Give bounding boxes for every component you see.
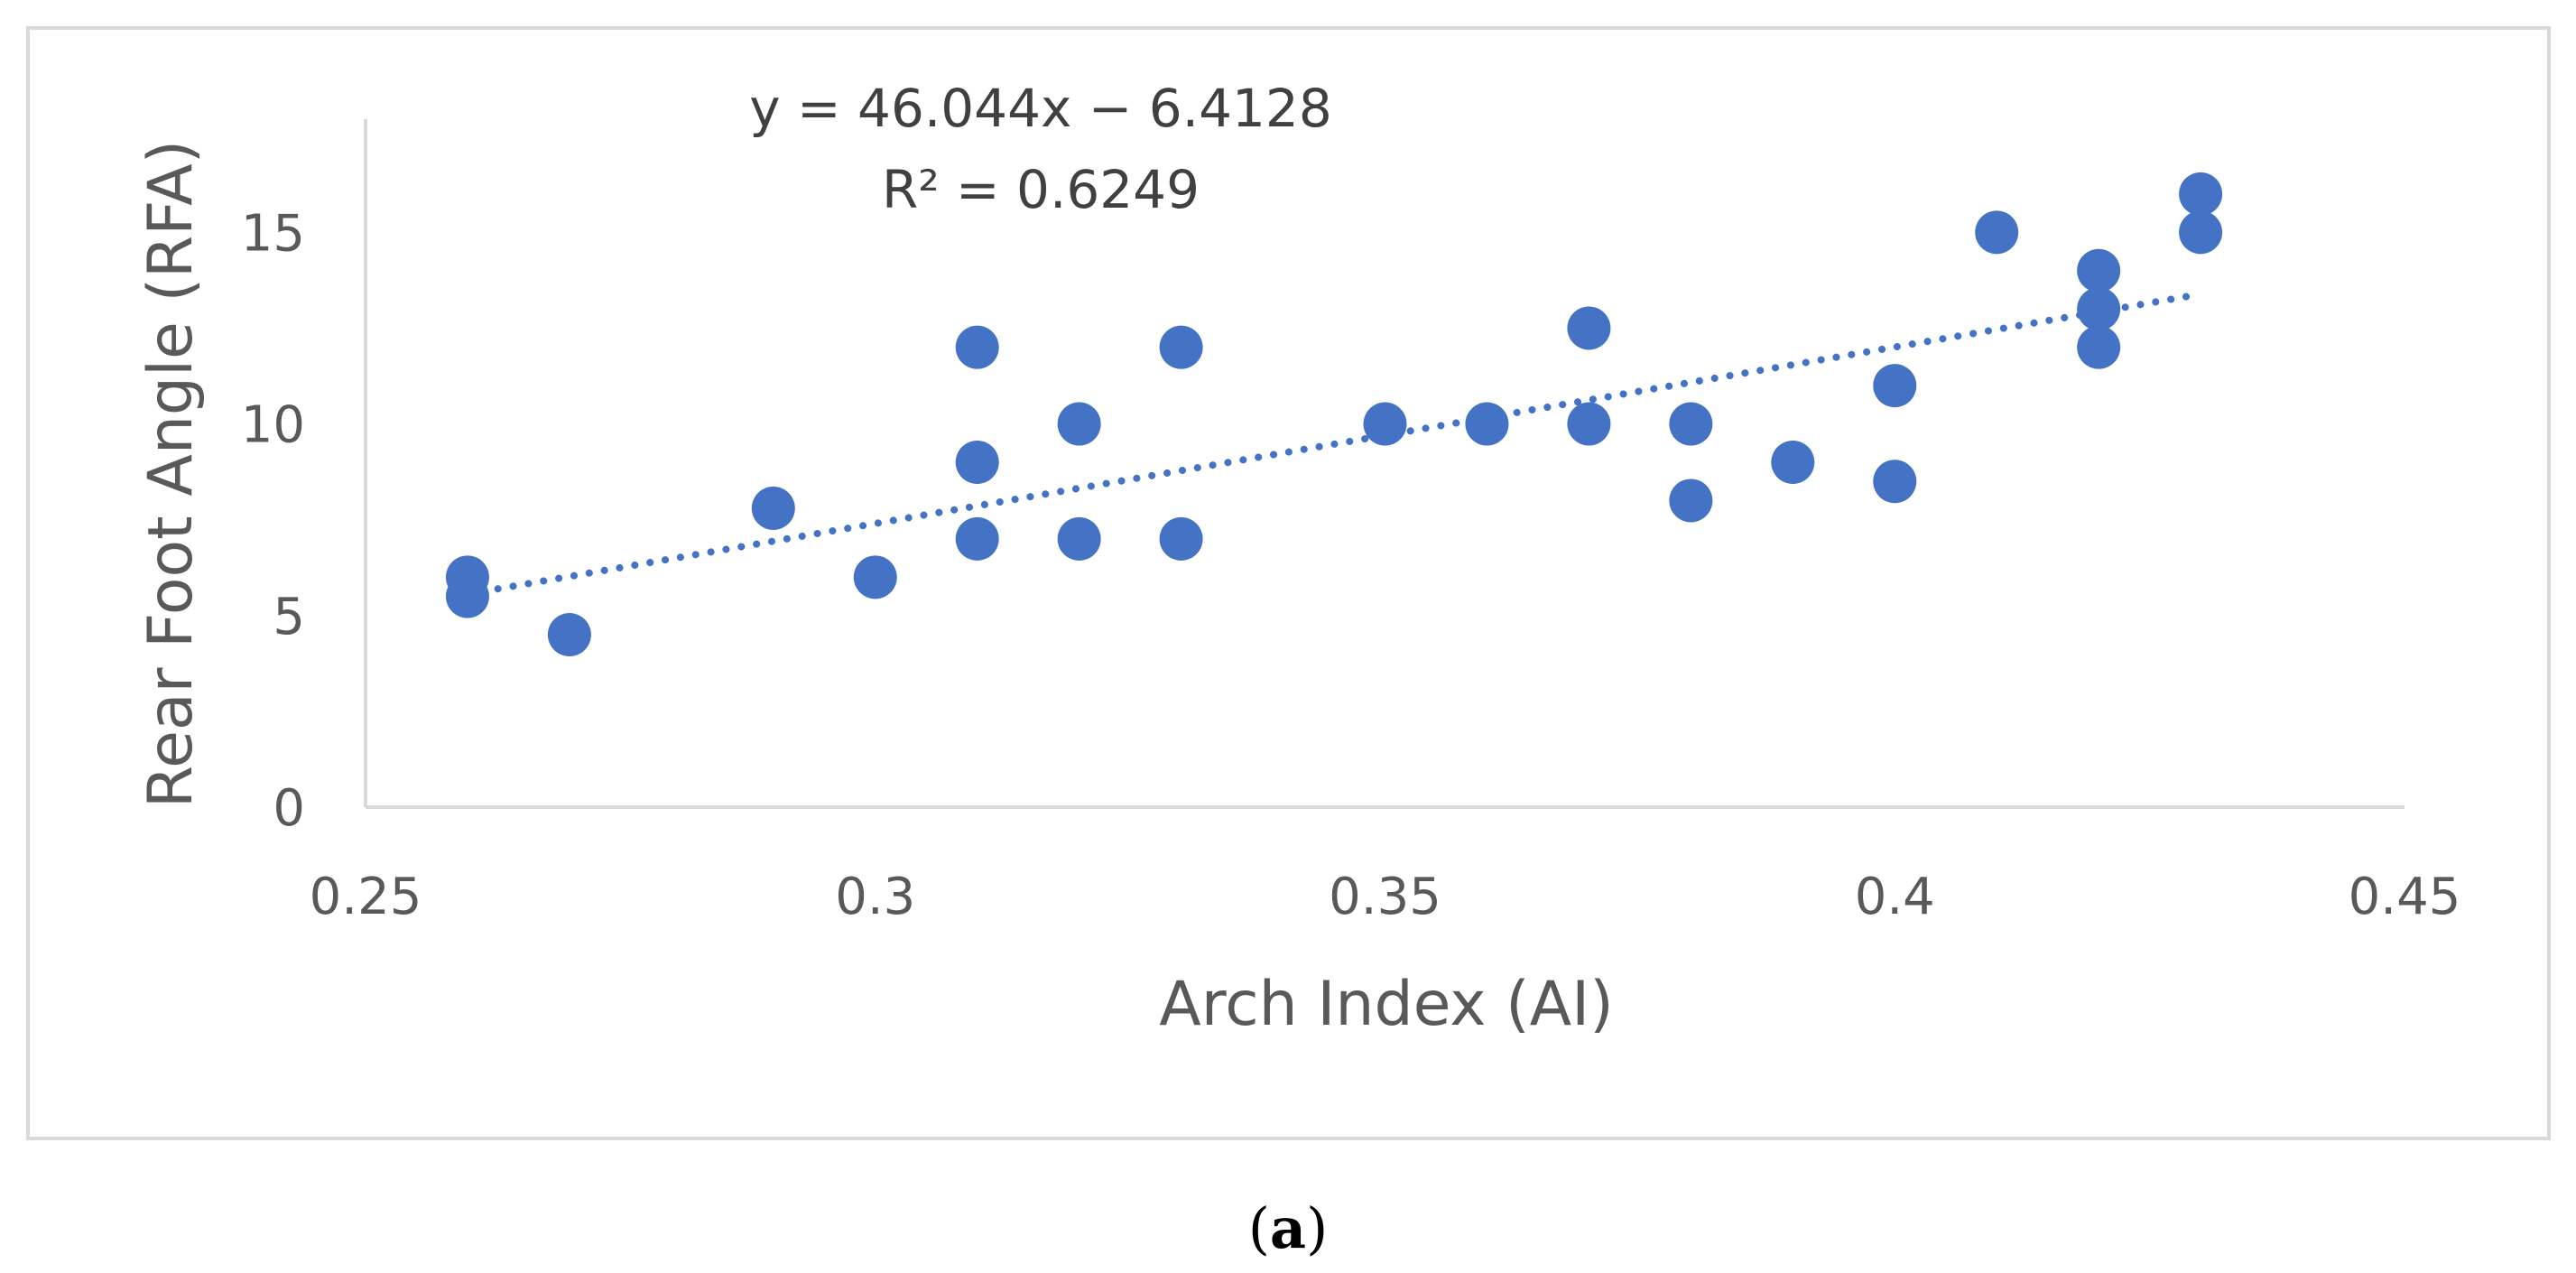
data-point <box>1057 402 1101 446</box>
y-tick-label: 0 <box>273 779 305 838</box>
y-axis-title: Rear Foot Angle (RFA) <box>135 140 207 808</box>
trendline-path <box>463 290 2205 599</box>
trendline-equation: y = 46.044x − 6.4128 <box>749 78 1331 139</box>
figure-caption: (a) <box>1248 1195 1329 1261</box>
data-point <box>1771 441 1815 484</box>
caption-open-paren: ( <box>1248 1195 1270 1261</box>
data-point <box>955 441 999 484</box>
y-tick-labels: 0 5 10 15 <box>241 204 305 838</box>
caption-close-paren: ) <box>1306 1195 1328 1261</box>
caption-letter: a <box>1270 1195 1306 1261</box>
data-point <box>547 613 591 656</box>
x-tick-label: 0.45 <box>2349 868 2461 926</box>
trendline <box>463 290 2205 599</box>
x-tick-labels: 0.25 0.3 0.35 0.4 0.45 <box>310 868 2461 926</box>
data-point <box>1159 516 1203 561</box>
data-point <box>1159 325 1203 369</box>
data-point <box>1669 479 1713 523</box>
x-tick-label: 0.25 <box>310 868 422 926</box>
data-point <box>2077 287 2121 331</box>
data-point <box>1465 402 1509 446</box>
data-point <box>2179 172 2223 216</box>
x-tick-label: 0.3 <box>835 868 915 926</box>
data-point <box>751 486 795 530</box>
x-tick-label: 0.4 <box>1855 868 1935 926</box>
data-point <box>1057 516 1101 561</box>
data-point <box>1567 306 1611 350</box>
y-tick-label: 5 <box>273 588 305 646</box>
data-point <box>2077 248 2121 293</box>
x-axis-title: Arch Index (AI) <box>1159 969 1614 1040</box>
data-point <box>955 516 999 561</box>
data-point <box>955 325 999 369</box>
scatter-points <box>445 172 2223 656</box>
data-point <box>853 555 897 599</box>
data-point <box>2179 210 2223 255</box>
trendline-r-squared: R² = 0.6249 <box>882 159 1200 220</box>
data-point <box>1873 364 1917 408</box>
data-point <box>445 574 489 618</box>
data-point <box>1363 402 1407 446</box>
y-tick-label: 10 <box>241 396 305 455</box>
data-point <box>1669 402 1713 446</box>
data-point <box>1975 210 2019 255</box>
data-point <box>2077 325 2121 369</box>
y-tick-label: 15 <box>241 204 305 263</box>
data-point <box>1567 402 1611 446</box>
data-point <box>1873 460 1917 504</box>
x-tick-label: 0.35 <box>1329 868 1441 926</box>
